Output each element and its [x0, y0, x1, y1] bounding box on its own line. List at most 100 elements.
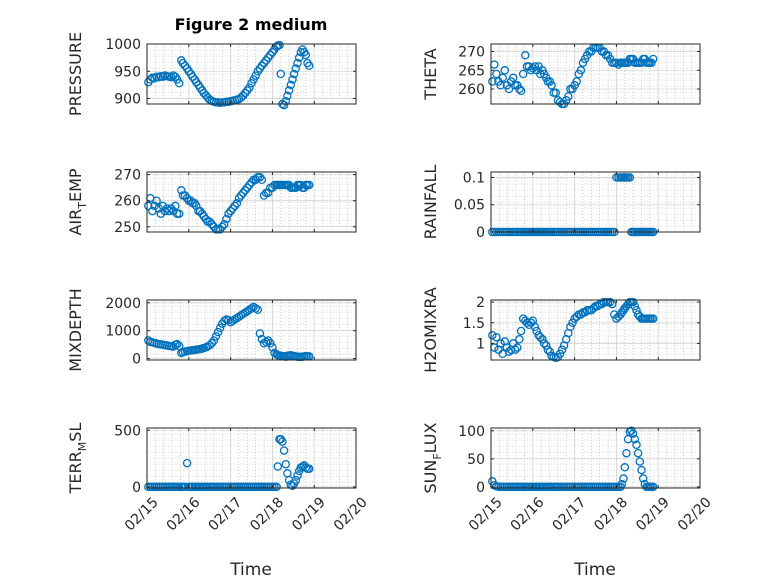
y-tick-label: 1000: [105, 37, 141, 53]
data-point: [172, 339, 182, 349]
data-point: [516, 326, 526, 336]
y-tick-label: 2: [476, 295, 485, 311]
data-point: [522, 318, 532, 328]
y-tick-label: 0: [132, 480, 141, 496]
data-point: [593, 301, 602, 311]
y-axis-label: SUNFLUX: [421, 422, 444, 493]
data-point: [238, 188, 248, 198]
subplot-top-right: 260 265 270 THETA: [421, 43, 701, 109]
data-point: [251, 175, 260, 185]
data-point: [286, 80, 296, 90]
data-point: [281, 97, 291, 106]
y-tick-label: 1.5: [463, 316, 485, 332]
y-tick-label: 0: [476, 225, 485, 241]
data-point: [226, 318, 235, 327]
data-point: [228, 204, 237, 213]
axes-box: [146, 43, 357, 105]
data-point: [633, 448, 643, 458]
data-point: [610, 310, 619, 319]
y-axis-label: H2OMIXRA: [421, 287, 440, 373]
data-point: [152, 196, 161, 205]
data-point: [648, 54, 658, 64]
y-tick-label: 2000: [105, 296, 141, 312]
axes-box: [146, 171, 357, 233]
y-tick-label: 250: [114, 220, 141, 236]
subplot-row2-left: 250 260 270 AIRTEMP: [66, 168, 357, 236]
data-point: [288, 75, 297, 84]
data-point: [220, 219, 229, 229]
data-point: [632, 306, 641, 315]
data-point: [496, 339, 505, 348]
y-axis-label: MIXDEPTH: [66, 288, 85, 371]
y-tick-label: 1: [476, 336, 485, 352]
subplot-row3-right: 1 1.5 2 H2OMIXRA: [421, 287, 701, 373]
data-point: [251, 304, 260, 313]
data-point: [273, 462, 283, 471]
data-point: [543, 345, 553, 354]
data-point: [555, 349, 565, 359]
data-point: [566, 322, 575, 332]
data-point: [496, 81, 505, 90]
data-point: [504, 84, 514, 94]
data-point: [510, 345, 520, 354]
data-point: [144, 201, 153, 211]
data-point: [521, 51, 530, 60]
data-point: [257, 334, 267, 344]
data-point: [492, 332, 501, 342]
data-point: [572, 312, 581, 321]
data-point: [304, 464, 314, 474]
data-point: [171, 201, 180, 211]
data-point: [500, 66, 510, 75]
data-point: [539, 339, 549, 348]
data-point: [293, 58, 302, 68]
data-point: [628, 429, 638, 438]
subplot-row3-left: 0 1000 2000 MIXDEPTH: [66, 288, 357, 372]
data-point: [224, 315, 233, 325]
data-point: [304, 180, 314, 190]
y-tick-label: 0.05: [454, 198, 485, 214]
data-point: [213, 327, 223, 337]
y-tick-label: 0: [476, 480, 485, 496]
axes-box: [146, 427, 357, 489]
data-point: [261, 337, 271, 347]
data-point: [637, 465, 646, 475]
data-point: [278, 437, 287, 446]
data-point: [247, 304, 256, 313]
data-point: [259, 339, 269, 348]
axes-box: [490, 171, 701, 233]
data-point: [164, 206, 174, 216]
data-point: [630, 301, 640, 311]
data-point: [251, 71, 260, 80]
data-point: [182, 458, 192, 468]
data-point: [291, 64, 301, 73]
data-point: [224, 209, 233, 218]
data-point: [572, 77, 581, 86]
data-point: [230, 201, 240, 211]
y-tick-label: 500: [114, 423, 141, 439]
data-point: [257, 175, 267, 185]
y-tick-label: 270: [114, 168, 141, 184]
data-point: [217, 222, 227, 232]
data-point: [205, 340, 214, 350]
data-point: [174, 209, 184, 218]
data-point: [240, 186, 250, 195]
data-point: [508, 73, 518, 83]
y-tick-label: 0.1: [463, 170, 485, 186]
data-point: [228, 316, 237, 326]
data-point: [628, 297, 638, 307]
data-point: [220, 316, 229, 326]
data-point: [541, 341, 551, 350]
data-point: [215, 225, 225, 234]
data-point: [281, 459, 291, 469]
data-point: [266, 339, 275, 348]
data-point: [232, 199, 242, 208]
data-point: [620, 463, 630, 472]
subplot-top-left: 900 950 1000 PRESSURE: [66, 32, 357, 116]
axes-box: [490, 43, 701, 105]
data-point: [230, 315, 240, 324]
x-axis-label-right: Time: [573, 560, 616, 580]
y-tick-label: 1000: [105, 324, 141, 340]
data-point: [253, 305, 263, 315]
data-point: [245, 305, 254, 315]
